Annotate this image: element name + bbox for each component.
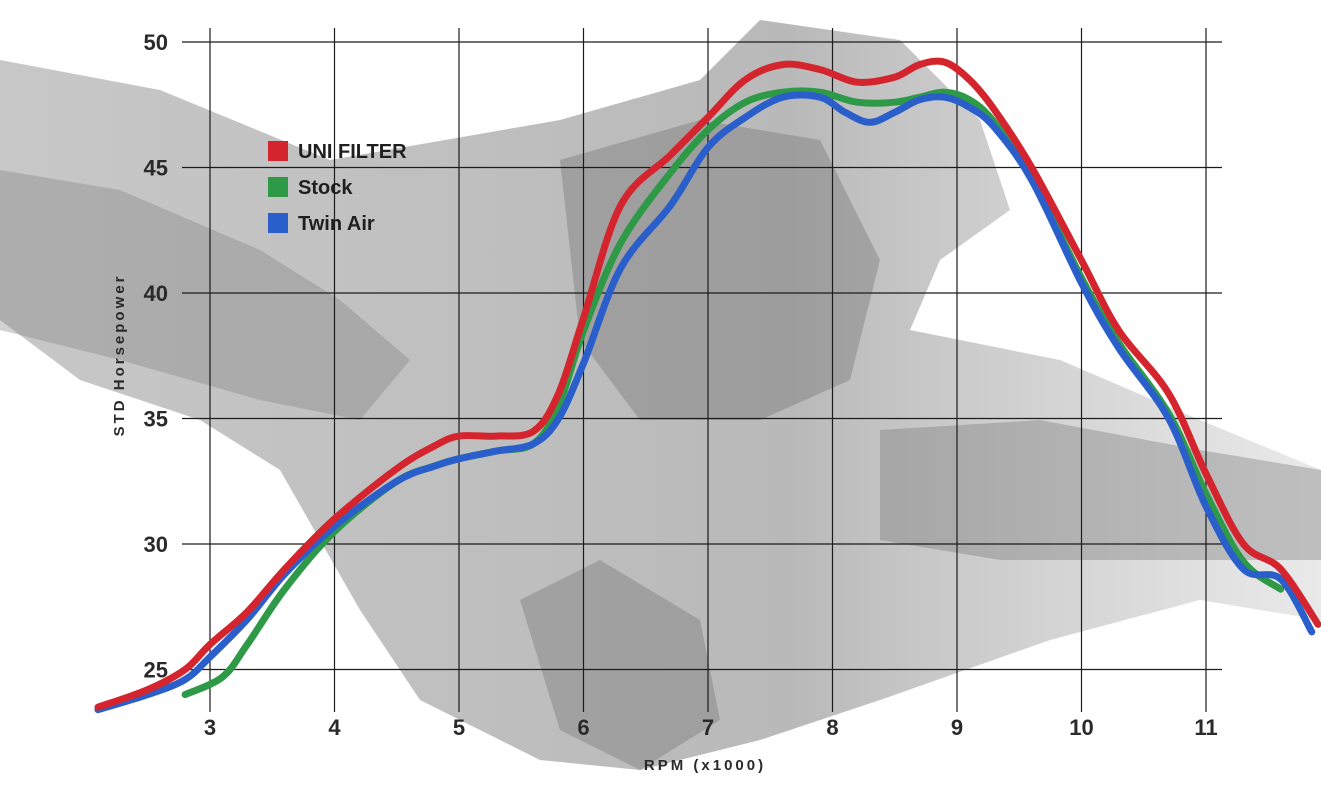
x-tick-label-6: 6	[577, 715, 589, 740]
x-tick-label-3: 3	[204, 715, 216, 740]
legend-label-twin-air: Twin Air	[298, 213, 375, 235]
y-axis-label: STD Horsepower	[111, 274, 128, 437]
legend-swatch-twin-air	[268, 213, 288, 233]
legend: UNI FILTER Stock Twin Air	[268, 141, 407, 235]
series-line-twin-air	[94, 91, 1316, 714]
x-axis-label: RPM (x1000)	[644, 757, 766, 774]
background-photo	[0, 20, 1321, 770]
legend-label-stock: Stock	[298, 177, 353, 199]
y-tick-label-45: 45	[144, 156, 168, 181]
legend-swatch-uni-filter	[268, 141, 288, 161]
x-tick-label-7: 7	[702, 715, 714, 740]
series-line-uni-filter	[94, 57, 1321, 711]
x-tick-label-11: 11	[1194, 715, 1217, 740]
x-tick-label-8: 8	[826, 715, 838, 740]
legend-label-uni-filter: UNI FILTER	[298, 141, 407, 163]
x-tick-label-4: 4	[328, 715, 341, 740]
y-tick-label-30: 30	[144, 532, 168, 557]
y-tick-label-50: 50	[144, 30, 168, 55]
x-tick-label-10: 10	[1069, 715, 1093, 740]
legend-swatch-stock	[268, 177, 288, 197]
series-lines	[94, 57, 1321, 714]
grid-lines	[182, 28, 1222, 712]
y-tick-label-35: 35	[144, 407, 168, 432]
x-tick-label-5: 5	[453, 715, 465, 740]
x-tick-label-9: 9	[951, 715, 963, 740]
y-tick-label-40: 40	[144, 281, 168, 306]
